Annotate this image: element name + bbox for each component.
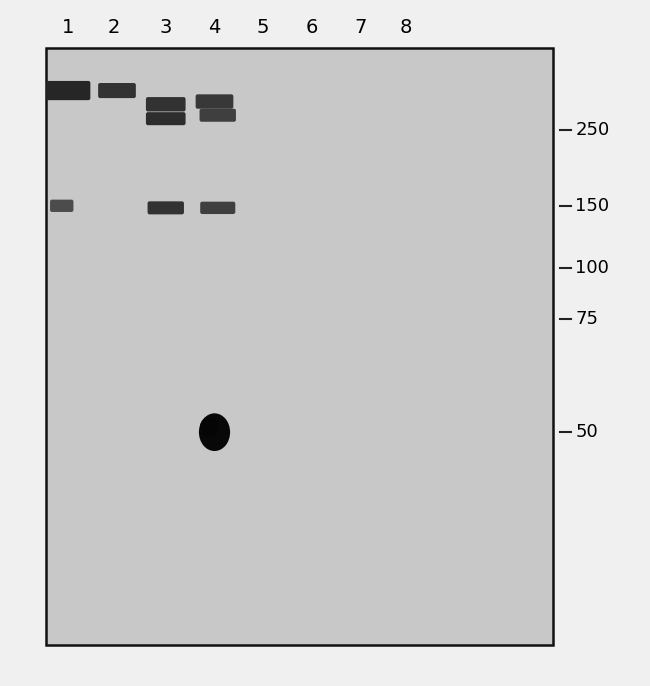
FancyBboxPatch shape — [196, 94, 233, 108]
FancyBboxPatch shape — [46, 48, 552, 645]
Text: 8: 8 — [400, 18, 413, 37]
Text: 3: 3 — [159, 18, 172, 37]
Ellipse shape — [200, 417, 218, 436]
Text: 5: 5 — [257, 18, 270, 37]
FancyBboxPatch shape — [200, 202, 235, 214]
FancyBboxPatch shape — [46, 81, 90, 100]
FancyBboxPatch shape — [50, 200, 73, 212]
Text: 2: 2 — [107, 18, 120, 37]
Text: 4: 4 — [208, 18, 221, 37]
Ellipse shape — [199, 413, 230, 451]
Text: 100: 100 — [575, 259, 609, 276]
FancyBboxPatch shape — [146, 97, 186, 112]
FancyBboxPatch shape — [200, 108, 236, 122]
Text: 7: 7 — [354, 18, 367, 37]
Text: 1: 1 — [62, 18, 75, 37]
Text: 150: 150 — [575, 197, 610, 215]
FancyBboxPatch shape — [98, 83, 136, 98]
FancyBboxPatch shape — [148, 202, 184, 214]
Text: 6: 6 — [306, 18, 318, 37]
Text: 250: 250 — [575, 121, 610, 139]
FancyBboxPatch shape — [146, 112, 186, 126]
Text: 50: 50 — [575, 423, 598, 441]
Text: 75: 75 — [575, 310, 598, 328]
